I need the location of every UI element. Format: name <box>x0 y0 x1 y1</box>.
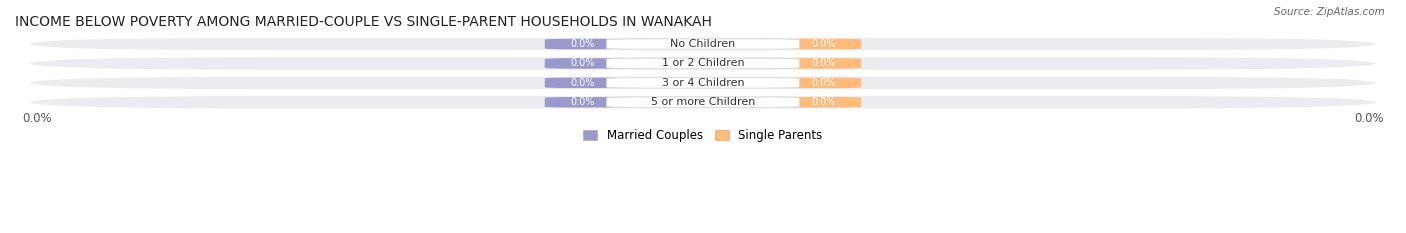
Text: 0.0%: 0.0% <box>1354 112 1384 125</box>
FancyBboxPatch shape <box>28 56 1378 71</box>
FancyBboxPatch shape <box>786 58 862 69</box>
FancyBboxPatch shape <box>28 95 1378 110</box>
Text: 0.0%: 0.0% <box>811 39 835 49</box>
FancyBboxPatch shape <box>28 75 1378 90</box>
Text: 3 or 4 Children: 3 or 4 Children <box>662 78 744 88</box>
Text: 0.0%: 0.0% <box>571 58 595 69</box>
FancyBboxPatch shape <box>28 37 1378 51</box>
Text: 0.0%: 0.0% <box>571 78 595 88</box>
FancyBboxPatch shape <box>544 78 620 88</box>
Text: 0.0%: 0.0% <box>811 58 835 69</box>
Text: 0.0%: 0.0% <box>571 39 595 49</box>
Text: Source: ZipAtlas.com: Source: ZipAtlas.com <box>1274 7 1385 17</box>
FancyBboxPatch shape <box>606 78 800 88</box>
Text: 1 or 2 Children: 1 or 2 Children <box>662 58 744 69</box>
Text: No Children: No Children <box>671 39 735 49</box>
Text: 0.0%: 0.0% <box>811 97 835 107</box>
Text: 5 or more Children: 5 or more Children <box>651 97 755 107</box>
FancyBboxPatch shape <box>606 58 800 69</box>
Text: 0.0%: 0.0% <box>571 97 595 107</box>
FancyBboxPatch shape <box>544 58 620 69</box>
FancyBboxPatch shape <box>544 39 620 49</box>
Legend: Married Couples, Single Parents: Married Couples, Single Parents <box>579 124 827 146</box>
Text: 0.0%: 0.0% <box>811 78 835 88</box>
Text: 0.0%: 0.0% <box>22 112 52 125</box>
FancyBboxPatch shape <box>606 39 800 49</box>
FancyBboxPatch shape <box>544 97 620 107</box>
FancyBboxPatch shape <box>786 78 862 88</box>
Text: INCOME BELOW POVERTY AMONG MARRIED-COUPLE VS SINGLE-PARENT HOUSEHOLDS IN WANAKAH: INCOME BELOW POVERTY AMONG MARRIED-COUPL… <box>15 15 711 29</box>
FancyBboxPatch shape <box>786 39 862 49</box>
FancyBboxPatch shape <box>606 97 800 107</box>
FancyBboxPatch shape <box>786 97 862 107</box>
